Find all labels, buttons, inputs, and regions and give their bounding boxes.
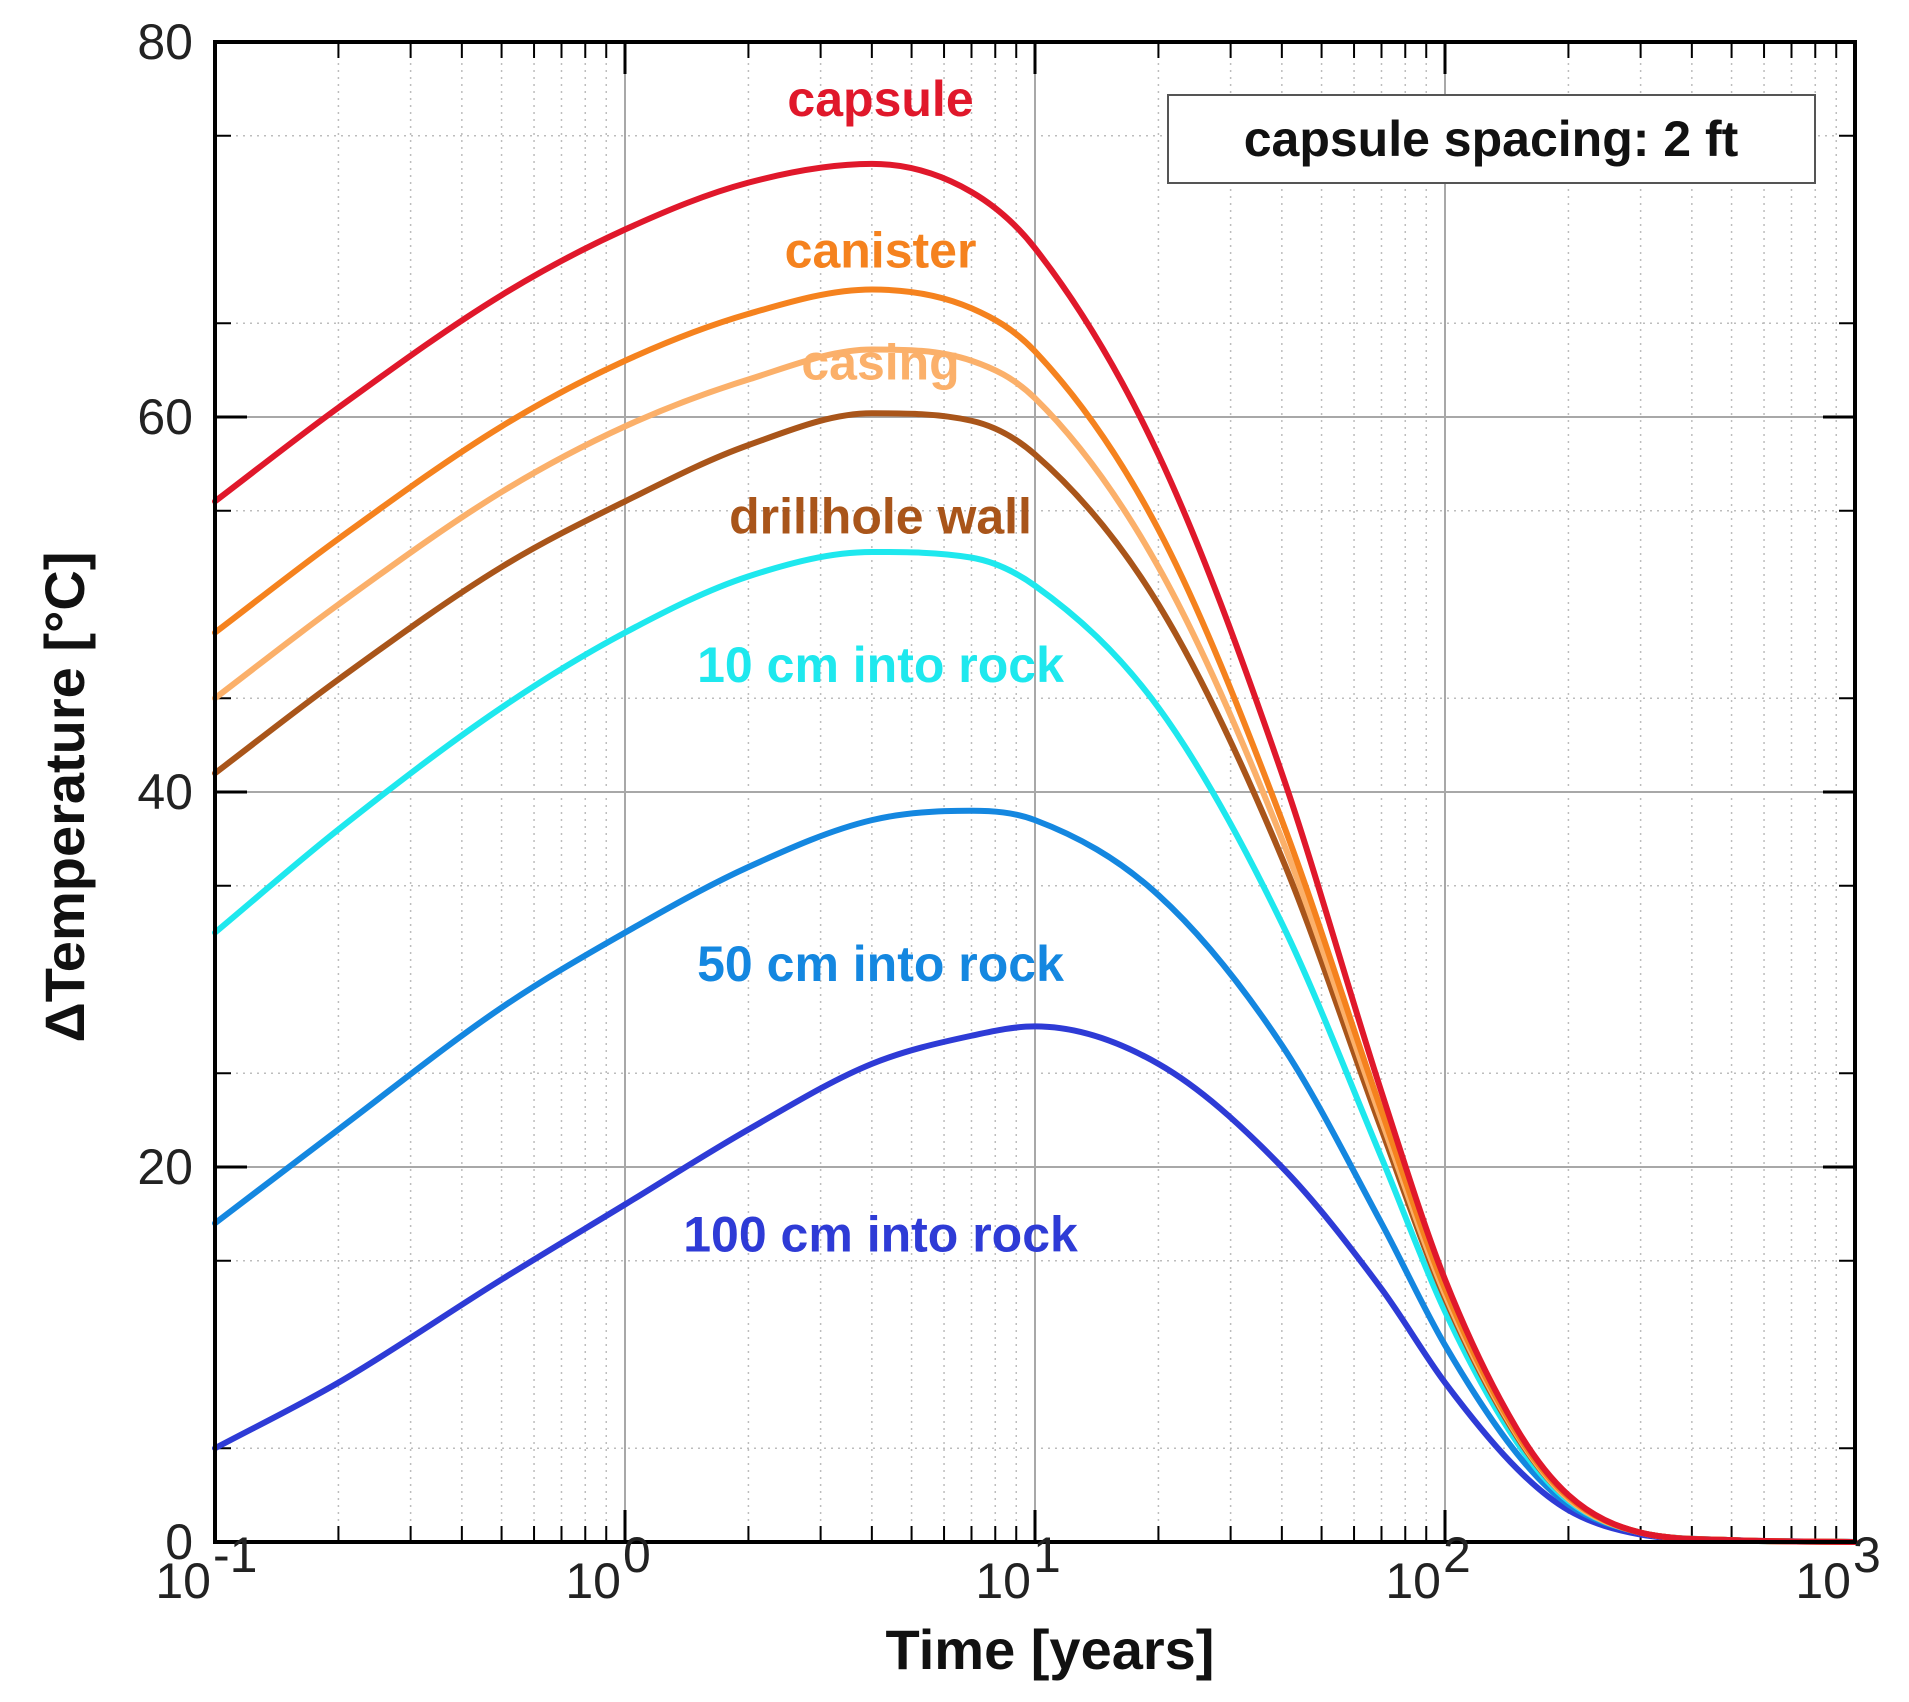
x-tick-labels: 10 -1 10 0 10 1 10 2 10 3 bbox=[155, 1527, 1880, 1609]
x-axis-title: Time [years] bbox=[886, 1618, 1215, 1681]
series-label-100-cm-into-rock: 100 cm into rock bbox=[683, 1206, 1078, 1262]
plot-frame bbox=[213, 40, 1857, 1544]
series-label-drillhole-wall: drillhole wall bbox=[729, 488, 1032, 544]
x-tick-exponent: 1 bbox=[1033, 1527, 1061, 1583]
legend-box: capsule spacing: 2 ft bbox=[1167, 94, 1816, 184]
series-lines bbox=[212, 160, 1858, 1545]
x-tick-base: 10 bbox=[565, 1553, 621, 1609]
x-tick-exponent: 2 bbox=[1443, 1527, 1471, 1583]
x-tick-exponent: 0 bbox=[623, 1527, 651, 1583]
y-axis-title: ΔTemperature [°C] bbox=[33, 551, 96, 1042]
series-label-capsule: capsule bbox=[787, 71, 973, 127]
y-tick-label: 80 bbox=[137, 14, 193, 70]
x-tick-label: 10 0 bbox=[565, 1527, 650, 1609]
y-tick-label: 60 bbox=[137, 389, 193, 445]
series-labels: capsule canister casing drillhole wall 10 cm… bbox=[683, 71, 1078, 1263]
x-tick-base: 10 bbox=[155, 1553, 211, 1609]
x-tick-base: 10 bbox=[1385, 1553, 1441, 1609]
x-tick-label: 10 3 bbox=[1795, 1527, 1880, 1609]
series-label-10-cm-into-rock: 10 cm into rock bbox=[697, 637, 1064, 693]
x-tick-base: 10 bbox=[975, 1553, 1031, 1609]
y-tick-labels: 0 20 40 60 80 bbox=[137, 14, 193, 1570]
x-tick-label: 10 -1 bbox=[155, 1527, 257, 1609]
legend-frame bbox=[1167, 94, 1816, 184]
series-label-casing: casing bbox=[801, 335, 959, 391]
x-tick-label: 10 1 bbox=[975, 1527, 1060, 1609]
y-tick-label: 20 bbox=[137, 1139, 193, 1195]
series-label-canister: canister bbox=[785, 223, 977, 279]
legend-annotation: capsule spacing: 2 ft bbox=[1244, 111, 1739, 167]
x-tick-base: 10 bbox=[1795, 1553, 1851, 1609]
x-tick-exponent: 3 bbox=[1853, 1527, 1881, 1583]
series-line-100-cm-into-rock bbox=[212, 1023, 1858, 1545]
x-tick-label: 10 2 bbox=[1385, 1527, 1470, 1609]
series-line-capsule bbox=[212, 160, 1858, 1545]
series-label-50-cm-into-rock: 50 cm into rock bbox=[697, 936, 1064, 992]
y-tick-label: 40 bbox=[137, 764, 193, 820]
x-tick-exponent: -1 bbox=[213, 1527, 257, 1583]
y-tick-label: 0 bbox=[165, 1514, 193, 1570]
